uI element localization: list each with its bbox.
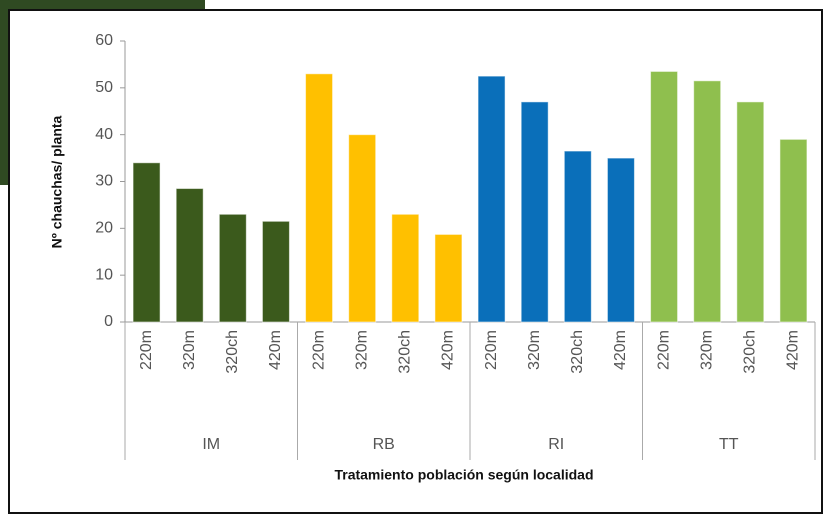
background-photo xyxy=(0,0,205,10)
x-tick-label: 320m xyxy=(181,330,198,370)
bar xyxy=(563,150,592,323)
bar xyxy=(218,213,247,323)
bar xyxy=(650,70,679,323)
x-tick-label: 320m xyxy=(353,330,370,370)
x-tick-label: 420m xyxy=(785,330,802,370)
bar xyxy=(693,80,722,323)
bar xyxy=(779,138,808,323)
bar xyxy=(477,75,506,323)
y-tick-label: 60 xyxy=(95,32,113,49)
bar xyxy=(175,188,204,323)
x-axis-title: Tratamiento población según localidad xyxy=(334,467,593,483)
x-tick-label: 220m xyxy=(138,330,155,370)
x-tick-label: 320ch xyxy=(742,330,759,374)
x-tick-label: 320m xyxy=(526,330,543,370)
bar xyxy=(132,162,161,323)
x-tick-label: 220m xyxy=(483,330,500,370)
bar xyxy=(736,101,765,323)
group-label: RB xyxy=(373,436,395,453)
x-tick-label: 320ch xyxy=(569,330,586,374)
y-tick-label: 40 xyxy=(95,126,113,143)
y-tick-label: 10 xyxy=(95,266,113,283)
group-label: RI xyxy=(548,436,564,453)
y-tick-label: 50 xyxy=(95,79,113,96)
bar xyxy=(391,213,420,323)
group-label: TT xyxy=(719,436,739,453)
y-tick-label: 20 xyxy=(95,220,113,237)
bar xyxy=(348,134,377,323)
y-tick-label: 30 xyxy=(95,173,113,190)
bar xyxy=(606,157,635,323)
y-axis-title: Nº chauchas/ planta xyxy=(49,115,65,248)
x-tick-label: 320m xyxy=(698,330,715,370)
x-tick-label: 420m xyxy=(612,330,629,370)
x-tick-label: 320ch xyxy=(397,330,414,374)
bar xyxy=(261,220,290,323)
bar xyxy=(520,101,549,323)
bar xyxy=(305,73,334,323)
x-tick-label: 420m xyxy=(267,330,284,370)
group-label: IM xyxy=(202,436,220,453)
background-photo xyxy=(0,0,9,185)
x-tick-label: 220m xyxy=(310,330,327,370)
x-tick-label: 220m xyxy=(655,330,672,370)
y-tick-label: 0 xyxy=(104,313,113,330)
bar xyxy=(434,233,463,323)
x-tick-label: 320ch xyxy=(224,330,241,374)
x-tick-label: 420m xyxy=(440,330,457,370)
